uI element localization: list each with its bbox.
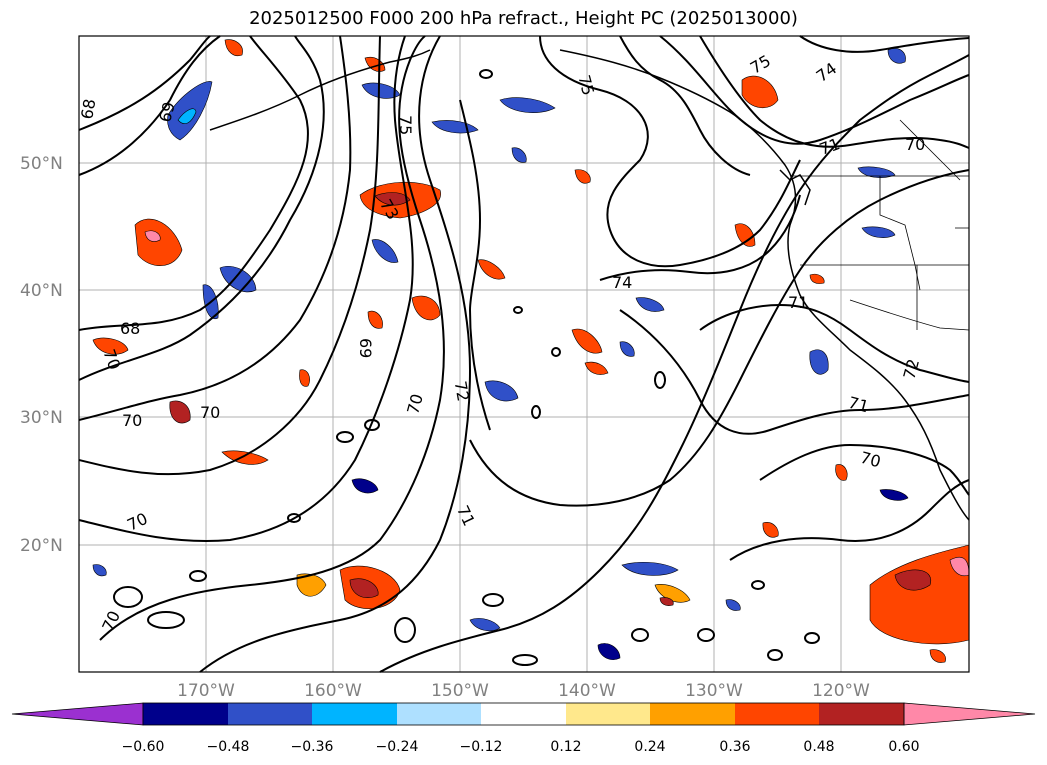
colorbar-tick-label: −0.48 — [207, 739, 250, 755]
colorbar-segment — [312, 703, 397, 725]
contour-label: 70 — [200, 403, 220, 422]
contour-label: 70 — [122, 411, 142, 430]
contour-label: 69 — [356, 338, 375, 358]
lat-label: 30°N — [20, 408, 63, 428]
contour-label: 74 — [612, 273, 632, 292]
contour-label: 70 — [403, 392, 427, 417]
lon-label: 140°W — [558, 681, 616, 701]
colorbar-segment — [566, 703, 650, 725]
coastlines — [209, 49, 970, 521]
graticule — [79, 36, 969, 672]
colorbar-segment — [143, 703, 228, 725]
contour-label: 71 — [846, 393, 871, 417]
lon-label: 170°W — [177, 681, 235, 701]
colorbar-tick-label: −0.12 — [460, 739, 503, 755]
colorbar-frame — [142, 702, 905, 726]
colorbar-tick-label: 0.24 — [634, 739, 665, 755]
contour-label: 75 — [574, 73, 598, 98]
contour-label: 71 — [788, 293, 808, 312]
lon-label: 120°W — [812, 681, 870, 701]
colorbar-tick-label: 0.48 — [803, 739, 834, 755]
contour-labels: 68 69 75 75 75 74 71 70 73 74 71 69 68 7… — [77, 51, 925, 634]
lon-label: 150°W — [431, 681, 489, 701]
contour-label: 70 — [858, 448, 883, 472]
lat-label: 40°N — [20, 281, 63, 301]
contour-label: 69 — [155, 100, 179, 125]
small-contour-rings — [113, 69, 820, 666]
lon-label: 160°W — [304, 681, 362, 701]
colorbar-segment — [819, 703, 904, 725]
negative-anomaly-fills — [92, 48, 909, 660]
colorbar-tick-label: −0.24 — [376, 739, 419, 755]
colorbar-tick-label: 0.12 — [550, 739, 581, 755]
colorbar-tick-label: 0.60 — [888, 739, 919, 755]
colorbar: −0.60 −0.48 −0.36 −0.24 −0.12 0.12 0.24 … — [11, 702, 1036, 755]
lon-label: 130°W — [685, 681, 743, 701]
lat-label: 20°N — [20, 536, 63, 556]
colorbar-segment — [650, 703, 735, 725]
height-contours — [78, 35, 970, 673]
colorbar-segment — [228, 703, 312, 725]
map-title: 2025012500 F000 200 hPa refract., Height… — [249, 8, 798, 29]
colorbar-extend-right — [903, 702, 1036, 726]
colorbar-tick-label: 0.36 — [719, 739, 750, 755]
colorbar-segment — [481, 703, 566, 725]
contour-label: 68 — [77, 97, 99, 120]
contour-label: 70 — [905, 135, 925, 154]
lat-label: 50°N — [20, 154, 63, 174]
state-borders — [790, 119, 970, 331]
contour-label: 75 — [396, 115, 415, 135]
latitude-labels: 50°N 40°N 30°N 20°N — [20, 154, 63, 556]
colorbar-tick-label: −0.60 — [122, 739, 165, 755]
contour-label: 68 — [120, 319, 140, 338]
map-frame — [78, 35, 970, 673]
colorbar-segment — [735, 703, 819, 725]
colorbar-segment — [397, 703, 481, 725]
longitude-labels: 170°W 160°W 150°W 140°W 130°W 120°W — [177, 681, 870, 701]
positive-anomaly-fills — [92, 39, 970, 663]
contour-label: 72 — [451, 380, 473, 403]
colorbar-extend-left — [11, 702, 144, 726]
colorbar-tick-label: −0.36 — [291, 739, 334, 755]
contour-label: 72 — [899, 357, 923, 382]
map-frame-bg — [79, 36, 969, 672]
